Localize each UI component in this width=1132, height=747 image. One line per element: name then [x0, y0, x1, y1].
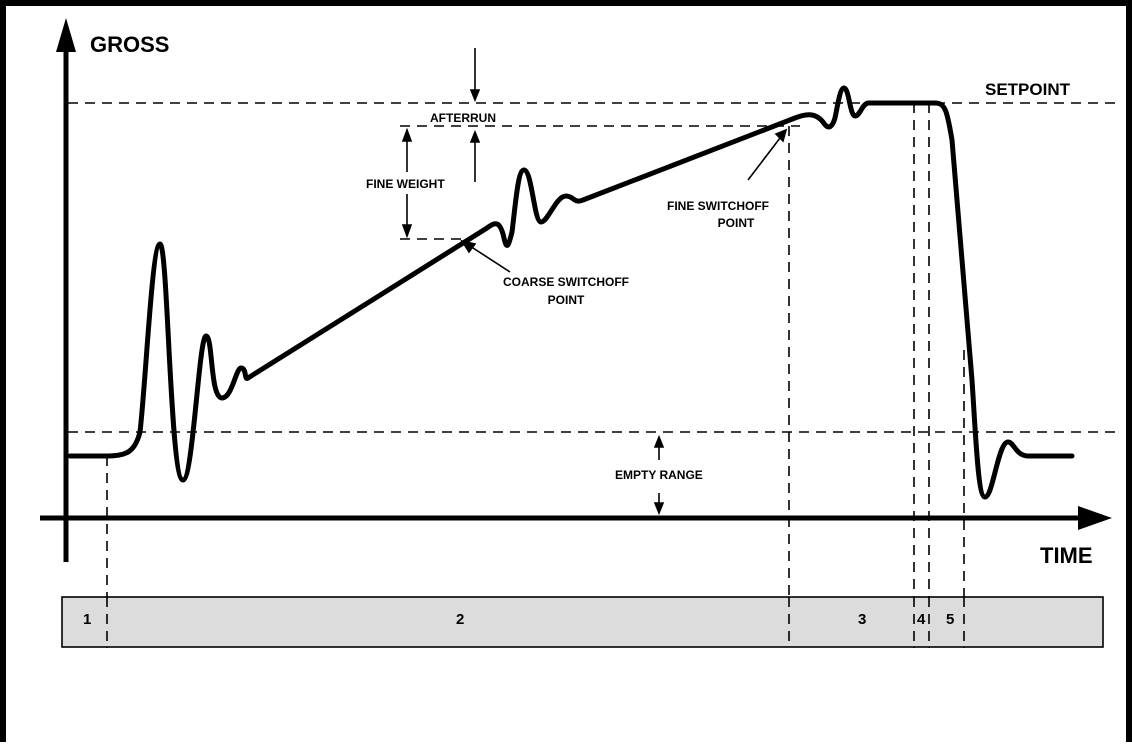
coarse-switchoff-label-line2: POINT — [548, 293, 585, 307]
empty-range-arrowhead-top — [653, 434, 665, 448]
phase-label-2: 2 — [456, 611, 464, 628]
coarse-switchoff-label-line1: COARSE SWITCHOFF — [503, 275, 629, 289]
x-axis-label: TIME — [1040, 543, 1093, 568]
fine-weight-arrowhead-top — [401, 127, 413, 142]
fine-switchoff-pointer — [747, 137, 781, 181]
afterrun-arrowhead-top — [469, 89, 481, 103]
fine-weight-arrowhead-bottom — [401, 224, 413, 239]
y-axis-label: GROSS — [90, 32, 169, 57]
afterrun-label: AFTERRUN — [430, 111, 496, 125]
y-axis-arrowhead — [56, 18, 76, 52]
fine-weight-label: FINE WEIGHT — [366, 177, 445, 191]
empty-range-label: EMPTY RANGE — [615, 468, 703, 482]
phase-label-3: 3 — [858, 611, 866, 628]
afterrun-arrowhead-bottom — [469, 129, 481, 143]
fine-switchoff-pointer-head — [774, 128, 788, 143]
coarse-switchoff-pointer — [469, 245, 511, 273]
fine-switchoff-label-line1: FINE SWITCHOFF — [667, 199, 769, 213]
phase-label-4: 4 — [917, 611, 926, 628]
phase-label-1: 1 — [83, 611, 91, 628]
x-axis-arrowhead — [1078, 506, 1112, 530]
weighing-curve — [67, 85, 1075, 500]
phase-label-5: 5 — [946, 611, 954, 628]
setpoint-label: SETPOINT — [985, 80, 1071, 99]
fine-switchoff-label-line2: POINT — [718, 216, 755, 230]
empty-range-arrowhead-bottom — [653, 502, 665, 516]
